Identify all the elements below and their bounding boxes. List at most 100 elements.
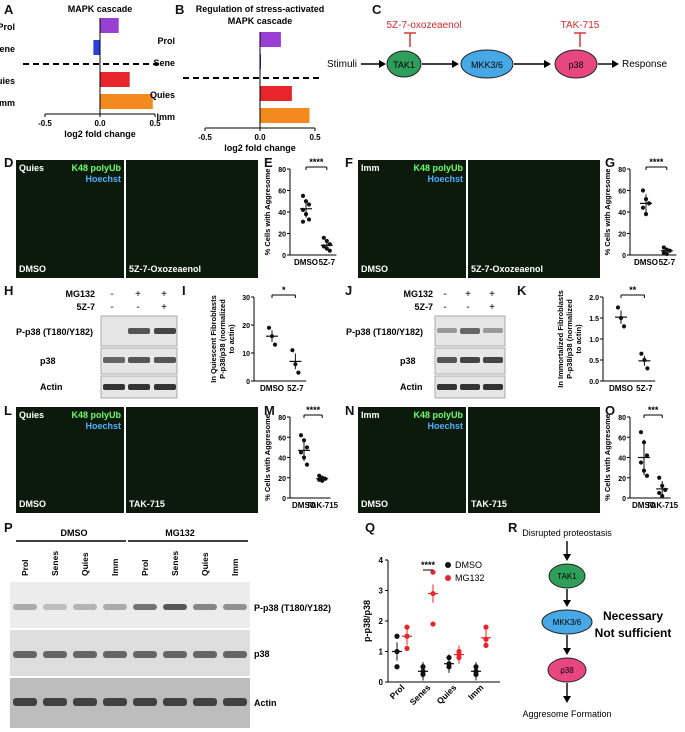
blot-h-row1-label: P-p38 (T180/Y182)	[16, 327, 93, 337]
data-point-5z-7	[645, 366, 650, 371]
blot-p-band-p38	[43, 651, 67, 658]
y-tick-label: 0	[282, 496, 286, 503]
data-point-5z-7	[661, 245, 666, 250]
micrograph-d-stain2: Hoechst	[85, 174, 121, 184]
data-point-mg132	[483, 624, 489, 630]
micrograph-n-stain2: Hoechst	[427, 421, 463, 431]
data-point-dmso	[638, 460, 644, 465]
model-arrowhead-1	[563, 554, 571, 561]
panel-label-m: M	[264, 403, 275, 418]
panel-label-p: P	[4, 520, 13, 535]
chart-g-aggresome: 0 20 40 60 80 DMSO 5Z-7 **** % Cells with Aggres…	[603, 157, 677, 267]
pathway-arrowhead-2	[452, 60, 459, 68]
bar-prol	[100, 18, 119, 33]
y-tick-label: 80	[278, 415, 286, 422]
bar-sene	[93, 40, 100, 55]
panel-label-a: A	[4, 2, 14, 17]
y-axis-label: % Cells with Aggresome	[263, 414, 272, 501]
blot-h-band	[128, 328, 150, 334]
pathway-arrowhead-3	[544, 60, 551, 68]
western-blot-j: MG132 5Z-7 - + + - - + P-p38 (T180/Y182)…	[346, 289, 506, 399]
data-point-mg132	[404, 645, 410, 652]
chart-a-mapk-cascade: MAPK cascade Prol Sene Quies Imm -0.5 0.0 0.5 lo…	[0, 4, 163, 139]
model-arrowhead-2	[563, 600, 571, 607]
y-axis-label: % Cells with Aggresome	[603, 169, 612, 256]
category-label: Quies	[0, 76, 15, 86]
blot-j-row1-label: P-p38 (T180/Y182)	[346, 327, 423, 337]
y-axis-label: P-p38/p38 (normalized	[218, 299, 227, 379]
chart-title: MAPK cascade	[228, 16, 293, 26]
data-point-dmso	[640, 205, 646, 210]
data-point-dmso	[621, 324, 627, 329]
x-category-label: DMSO	[632, 501, 656, 510]
panel-label-q: Q	[365, 520, 376, 535]
blot-p-band-actin	[13, 698, 37, 706]
model-note-necessary: Necessary	[603, 609, 663, 623]
blot-j-band	[437, 357, 457, 363]
pathway-node-mkk36-label: MKK3/6	[471, 60, 503, 70]
blot-j-mg132-label: MG132	[403, 289, 433, 299]
data-point-5z-7	[296, 370, 301, 375]
micrograph-n-tak715: TAK-715	[468, 407, 600, 513]
micrograph-f-dmso: Imm K48 polyUb Hoechst DMSO	[358, 160, 466, 278]
legend-dmso-label: DMSO	[455, 560, 482, 570]
blot-p-band-pp38	[13, 604, 37, 610]
y-tick-label: 80	[618, 167, 626, 174]
pathway-node-tak1	[386, 50, 422, 78]
data-point-dmso	[644, 453, 650, 458]
y-tick-label: 20	[278, 476, 286, 483]
significance-label: ***	[648, 405, 659, 415]
micrograph-l-stain1: K48 polyUb	[71, 410, 121, 420]
chart-k-pp38-immortalized: 0.0 0.5 1.0 1.5 2.0 DMSO 5Z-7 ** In Immortalized…	[556, 285, 656, 393]
y-tick-label: 40	[278, 210, 286, 217]
blot-p-band-p38	[223, 651, 247, 658]
chart-e-aggresome: 0 20 40 60 80 DMSO 5Z-7 **** % Cells with Aggres…	[263, 157, 337, 267]
y-tick-label: 80	[278, 167, 286, 174]
blot-p-band-p38	[73, 651, 97, 658]
y-tick-label: 60	[278, 435, 286, 442]
blot-p-band-actin	[73, 698, 97, 706]
data-point-dmso	[300, 219, 306, 224]
blot-p-row1-label: P-p38 (T180/Y182)	[254, 603, 331, 613]
micrograph-f-stain1: K48 polyUb	[413, 163, 463, 173]
blot-p-band-actin	[193, 698, 217, 706]
y-tick-label: 10	[242, 351, 250, 358]
blot-h-row2-label: p38	[40, 356, 56, 366]
blot-p-lane-label: Imm	[230, 558, 240, 576]
micrograph-f-5z7-treatment: 5Z-7-Oxozeaenol	[471, 264, 544, 274]
y-tick-label: 0	[622, 496, 626, 503]
x-axis-label: log2 fold change	[224, 143, 296, 153]
y-tick-label: 1.5	[589, 316, 599, 323]
inhibitor-5z7-label: 5Z-7-oxozeaenol	[386, 20, 461, 31]
micrograph-l-tak715: TAK-715	[126, 407, 258, 513]
pathway-node-p38-label: p38	[568, 60, 583, 70]
micrograph-d-5z7: 5Z-7-Oxozeaenol	[126, 160, 258, 278]
pathway-response-label: Response	[622, 59, 667, 70]
blot-p-lane-label: Senes	[50, 551, 60, 576]
blot-h-band	[128, 384, 150, 390]
western-blot-h: MG132 5Z-7 - + + - - + P-p38 (T180/Y182)…	[16, 289, 178, 399]
y-tick-label: 40	[618, 210, 626, 217]
data-point-dmso	[394, 633, 400, 639]
y-axis-label: P-p38/p38 (normalized	[565, 299, 574, 379]
data-point-dmso	[300, 193, 306, 198]
pathway-node-p38	[554, 49, 598, 79]
blot-p-band-actin	[103, 698, 127, 706]
x-category-label: 5Z-7	[287, 384, 304, 393]
micrograph-n-dmso: Imm K48 polyUb Hoechst DMSO	[358, 407, 466, 513]
y-tick-label: 0.0	[589, 379, 599, 386]
x-tick-label: 0.5	[309, 133, 321, 142]
data-point-dmso	[644, 473, 650, 478]
pathway-arrowhead-4	[612, 60, 619, 68]
x-tick-label: -0.5	[38, 119, 52, 128]
x-category-label: TAK-715	[306, 501, 338, 510]
model-bottom-label: Aggresome Formation	[522, 709, 611, 719]
y-tick-label: 4	[379, 556, 384, 565]
category-label: Sene	[153, 58, 175, 68]
model-node-p38	[547, 657, 587, 683]
y-tick-label: 3	[379, 587, 384, 596]
pathway-diagram-c: 5Z-7-oxozeaenol TAK-715 Stimuli TAK1 MKK…	[327, 20, 667, 79]
data-point-dmso	[306, 202, 312, 207]
panel-label-e: E	[264, 155, 273, 170]
